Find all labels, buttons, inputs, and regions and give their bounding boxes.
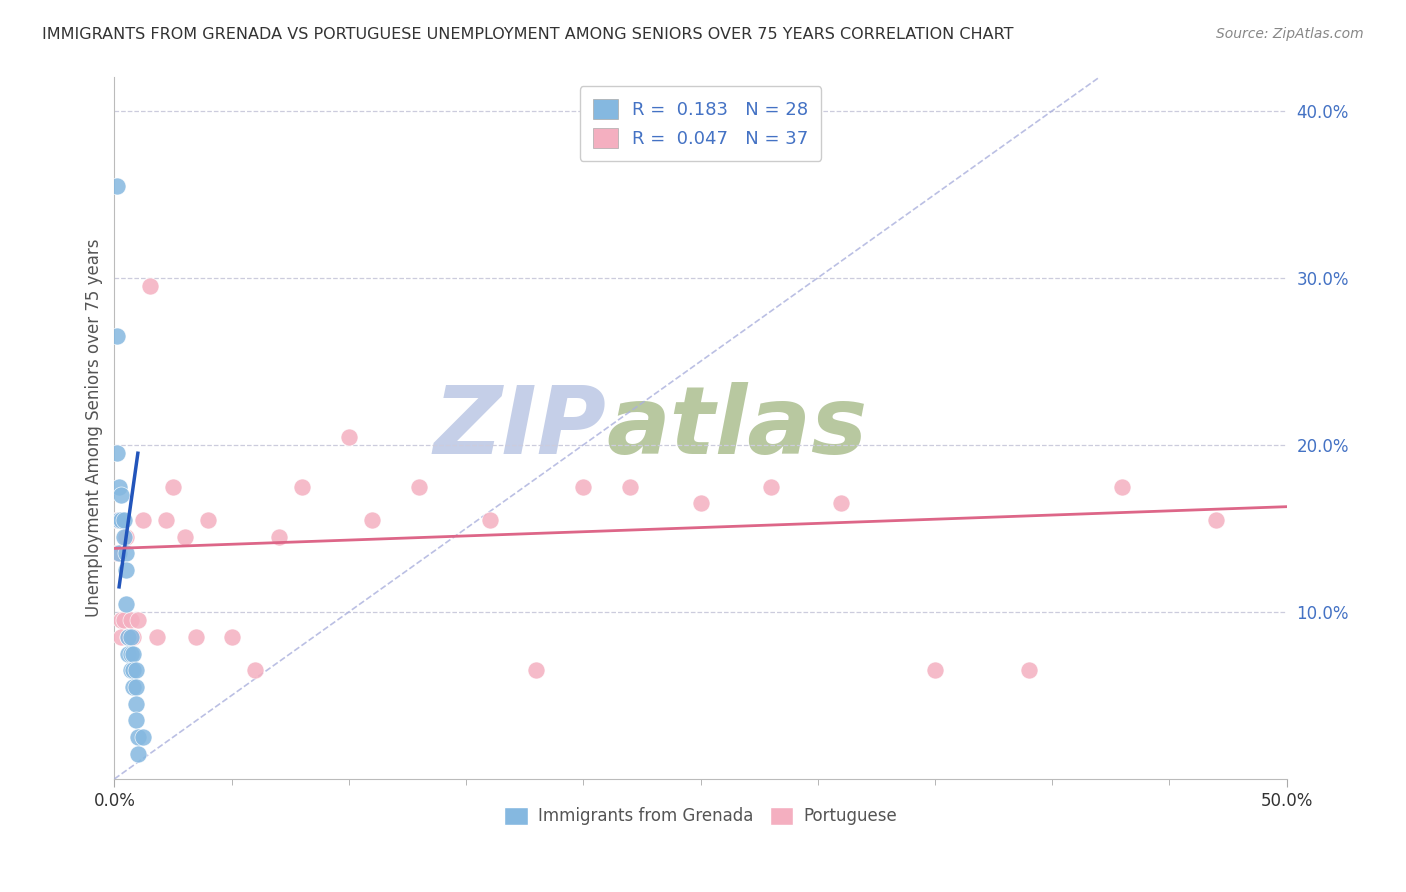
Point <box>110 613 132 627</box>
Point <box>120 630 142 644</box>
Point <box>291 480 314 494</box>
Point <box>108 546 131 560</box>
Point <box>197 513 219 527</box>
Point <box>759 480 782 494</box>
Point <box>115 530 138 544</box>
Point <box>1205 513 1227 527</box>
Point <box>221 630 243 644</box>
Point <box>127 613 149 627</box>
Point <box>124 664 146 678</box>
Point <box>120 647 142 661</box>
Point <box>112 513 135 527</box>
Point <box>108 513 131 527</box>
Point <box>110 513 132 527</box>
Point <box>122 664 145 678</box>
Point <box>131 513 153 527</box>
Point <box>124 680 146 694</box>
Point <box>131 730 153 744</box>
Point <box>120 613 142 627</box>
Point <box>124 697 146 711</box>
Point <box>105 179 128 194</box>
Point <box>122 680 145 694</box>
Point <box>572 480 595 494</box>
Point <box>138 279 160 293</box>
Point <box>105 546 128 560</box>
Point <box>105 513 128 527</box>
Text: atlas: atlas <box>607 382 868 475</box>
Point <box>122 647 145 661</box>
Point <box>115 597 138 611</box>
Point <box>115 546 138 560</box>
Point <box>122 630 145 644</box>
Legend: Immigrants from Grenada, Portuguese: Immigrants from Grenada, Portuguese <box>496 798 905 834</box>
Point <box>526 664 548 678</box>
Point <box>127 730 149 744</box>
Point <box>162 480 184 494</box>
Point <box>117 647 139 661</box>
Point <box>110 488 132 502</box>
Point <box>924 664 946 678</box>
Point <box>243 664 266 678</box>
Point <box>105 329 128 343</box>
Point <box>112 530 135 544</box>
Point <box>110 630 132 644</box>
Point <box>105 446 128 460</box>
Point <box>127 747 149 761</box>
Text: Source: ZipAtlas.com: Source: ZipAtlas.com <box>1216 27 1364 41</box>
Point <box>117 630 139 644</box>
Point <box>478 513 501 527</box>
Point <box>689 496 711 510</box>
Point <box>408 480 430 494</box>
Point <box>1018 664 1040 678</box>
Text: ZIP: ZIP <box>434 382 607 475</box>
Point <box>108 513 131 527</box>
Point <box>117 630 139 644</box>
Point <box>619 480 641 494</box>
Y-axis label: Unemployment Among Seniors over 75 years: Unemployment Among Seniors over 75 years <box>86 239 103 617</box>
Point <box>155 513 177 527</box>
Text: IMMIGRANTS FROM GRENADA VS PORTUGUESE UNEMPLOYMENT AMONG SENIORS OVER 75 YEARS C: IMMIGRANTS FROM GRENADA VS PORTUGUESE UN… <box>42 27 1014 42</box>
Point <box>124 714 146 728</box>
Point <box>115 563 138 577</box>
Point <box>361 513 384 527</box>
Point <box>112 613 135 627</box>
Point <box>830 496 852 510</box>
Point <box>267 530 290 544</box>
Point <box>1111 480 1133 494</box>
Point <box>173 530 195 544</box>
Point <box>145 630 167 644</box>
Point <box>337 429 360 443</box>
Point <box>108 480 131 494</box>
Point <box>120 664 142 678</box>
Point <box>186 630 208 644</box>
